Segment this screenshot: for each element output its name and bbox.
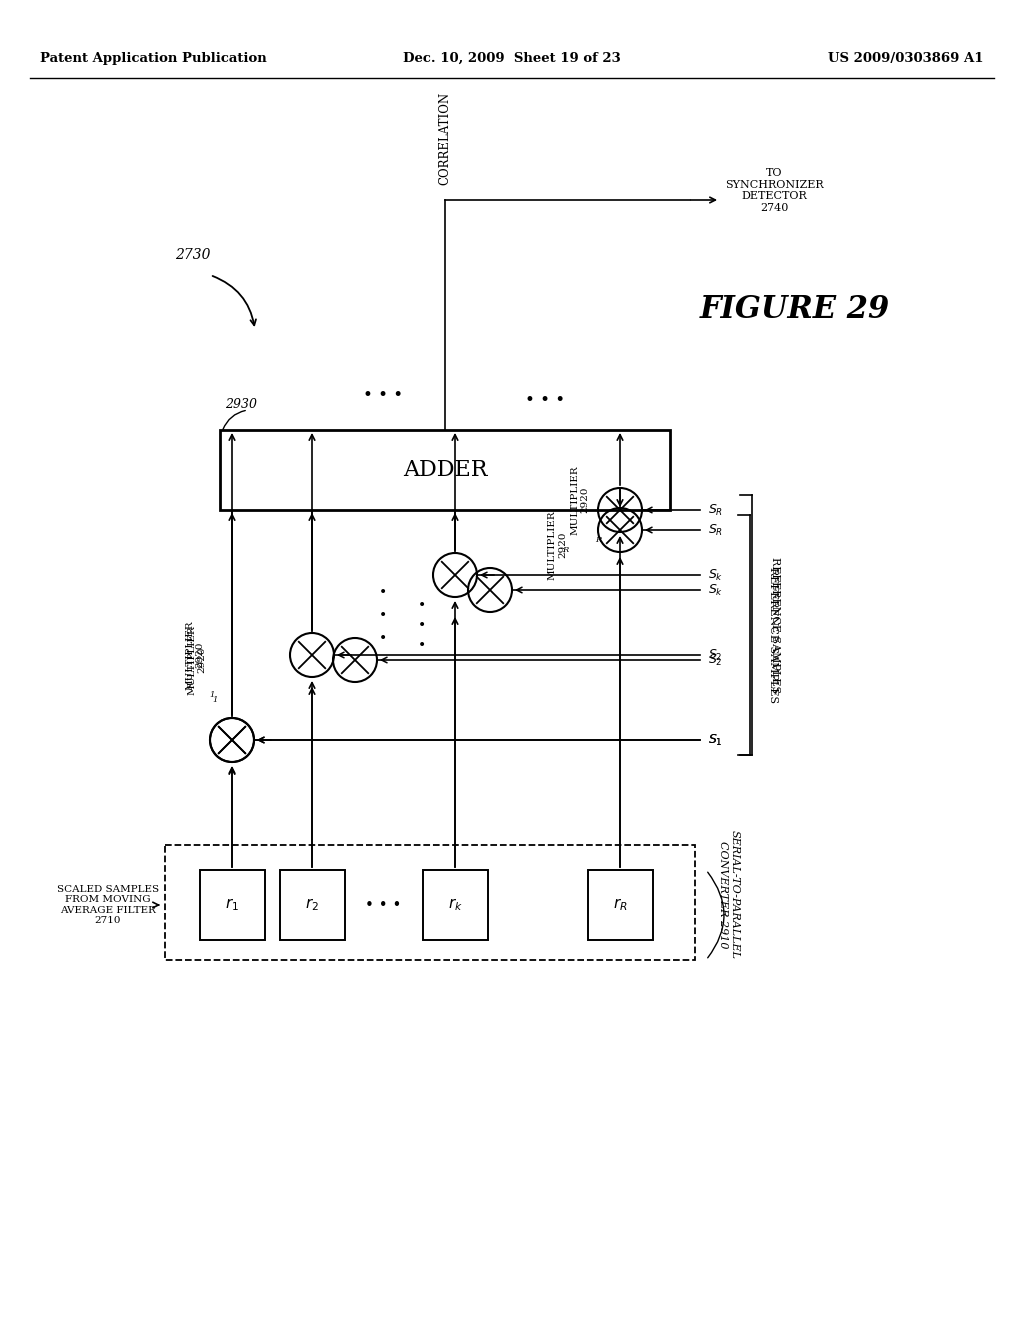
Text: REFERENCE SAMPLES: REFERENCE SAMPLES (768, 566, 778, 704)
Text: ADDER: ADDER (402, 459, 487, 480)
Text: • • •: • • • (365, 898, 401, 912)
Text: $S_k$: $S_k$ (708, 582, 723, 598)
Text: $S_1$: $S_1$ (708, 733, 723, 747)
Text: $S_1$: $S_1$ (708, 733, 723, 747)
Text: CORRELATION: CORRELATION (438, 92, 452, 185)
Text: 2930: 2930 (225, 399, 257, 412)
Text: • • •: • • • (525, 391, 565, 409)
Text: $r_k$: $r_k$ (447, 896, 463, 913)
Text: $r_R$: $r_R$ (612, 896, 628, 913)
Bar (220, 430, 670, 510)
Text: 2730: 2730 (175, 248, 211, 261)
Text: MULTIPLIER
2920: MULTIPLIER 2920 (187, 626, 207, 696)
Text: $S_R$: $S_R$ (708, 523, 723, 537)
Bar (423, 870, 488, 940)
Text: $r_1$: $r_1$ (225, 896, 239, 913)
Text: $S_2$: $S_2$ (708, 647, 723, 663)
Text: US 2009/0303869 A1: US 2009/0303869 A1 (828, 51, 984, 65)
Bar (280, 870, 345, 940)
Bar (588, 870, 653, 940)
Text: • • •: • • • (362, 385, 403, 404)
Text: 1: 1 (209, 690, 214, 700)
Bar (200, 870, 265, 940)
Text: SCALED SAMPLES
FROM MOVING
AVERAGE FILTER
2710: SCALED SAMPLES FROM MOVING AVERAGE FILTE… (57, 884, 159, 925)
Text: MULTIPLIER
2920: MULTIPLIER 2920 (548, 511, 567, 579)
Text: •
•
•: • • • (418, 598, 426, 652)
Text: $S_R$: $S_R$ (708, 503, 723, 517)
Text: R: R (562, 546, 568, 554)
Text: FIGURE 29: FIGURE 29 (700, 294, 890, 326)
Text: REFERENCE SAMPLES: REFERENCE SAMPLES (770, 557, 780, 693)
Text: R: R (595, 536, 601, 544)
Text: MULTIPLIER
2920: MULTIPLIER 2920 (570, 466, 590, 535)
Text: $S_k$: $S_k$ (708, 568, 723, 582)
Text: $r_2$: $r_2$ (305, 896, 318, 913)
Text: 1: 1 (212, 696, 217, 704)
Text: SERIAL-TO-PARALLEL
CONVERTER 2910: SERIAL-TO-PARALLEL CONVERTER 2910 (718, 830, 739, 960)
Text: TO
SYNCHRONIZER
DETECTOR
2740: TO SYNCHRONIZER DETECTOR 2740 (725, 168, 823, 213)
Bar (165, 845, 695, 960)
Text: •
•
•: • • • (379, 585, 387, 644)
Text: $S_2$: $S_2$ (708, 652, 723, 668)
Text: Patent Application Publication: Patent Application Publication (40, 51, 266, 65)
Text: MULTIPLIER
2920: MULTIPLIER 2920 (185, 620, 205, 690)
Text: Dec. 10, 2009  Sheet 19 of 23: Dec. 10, 2009 Sheet 19 of 23 (403, 51, 621, 65)
